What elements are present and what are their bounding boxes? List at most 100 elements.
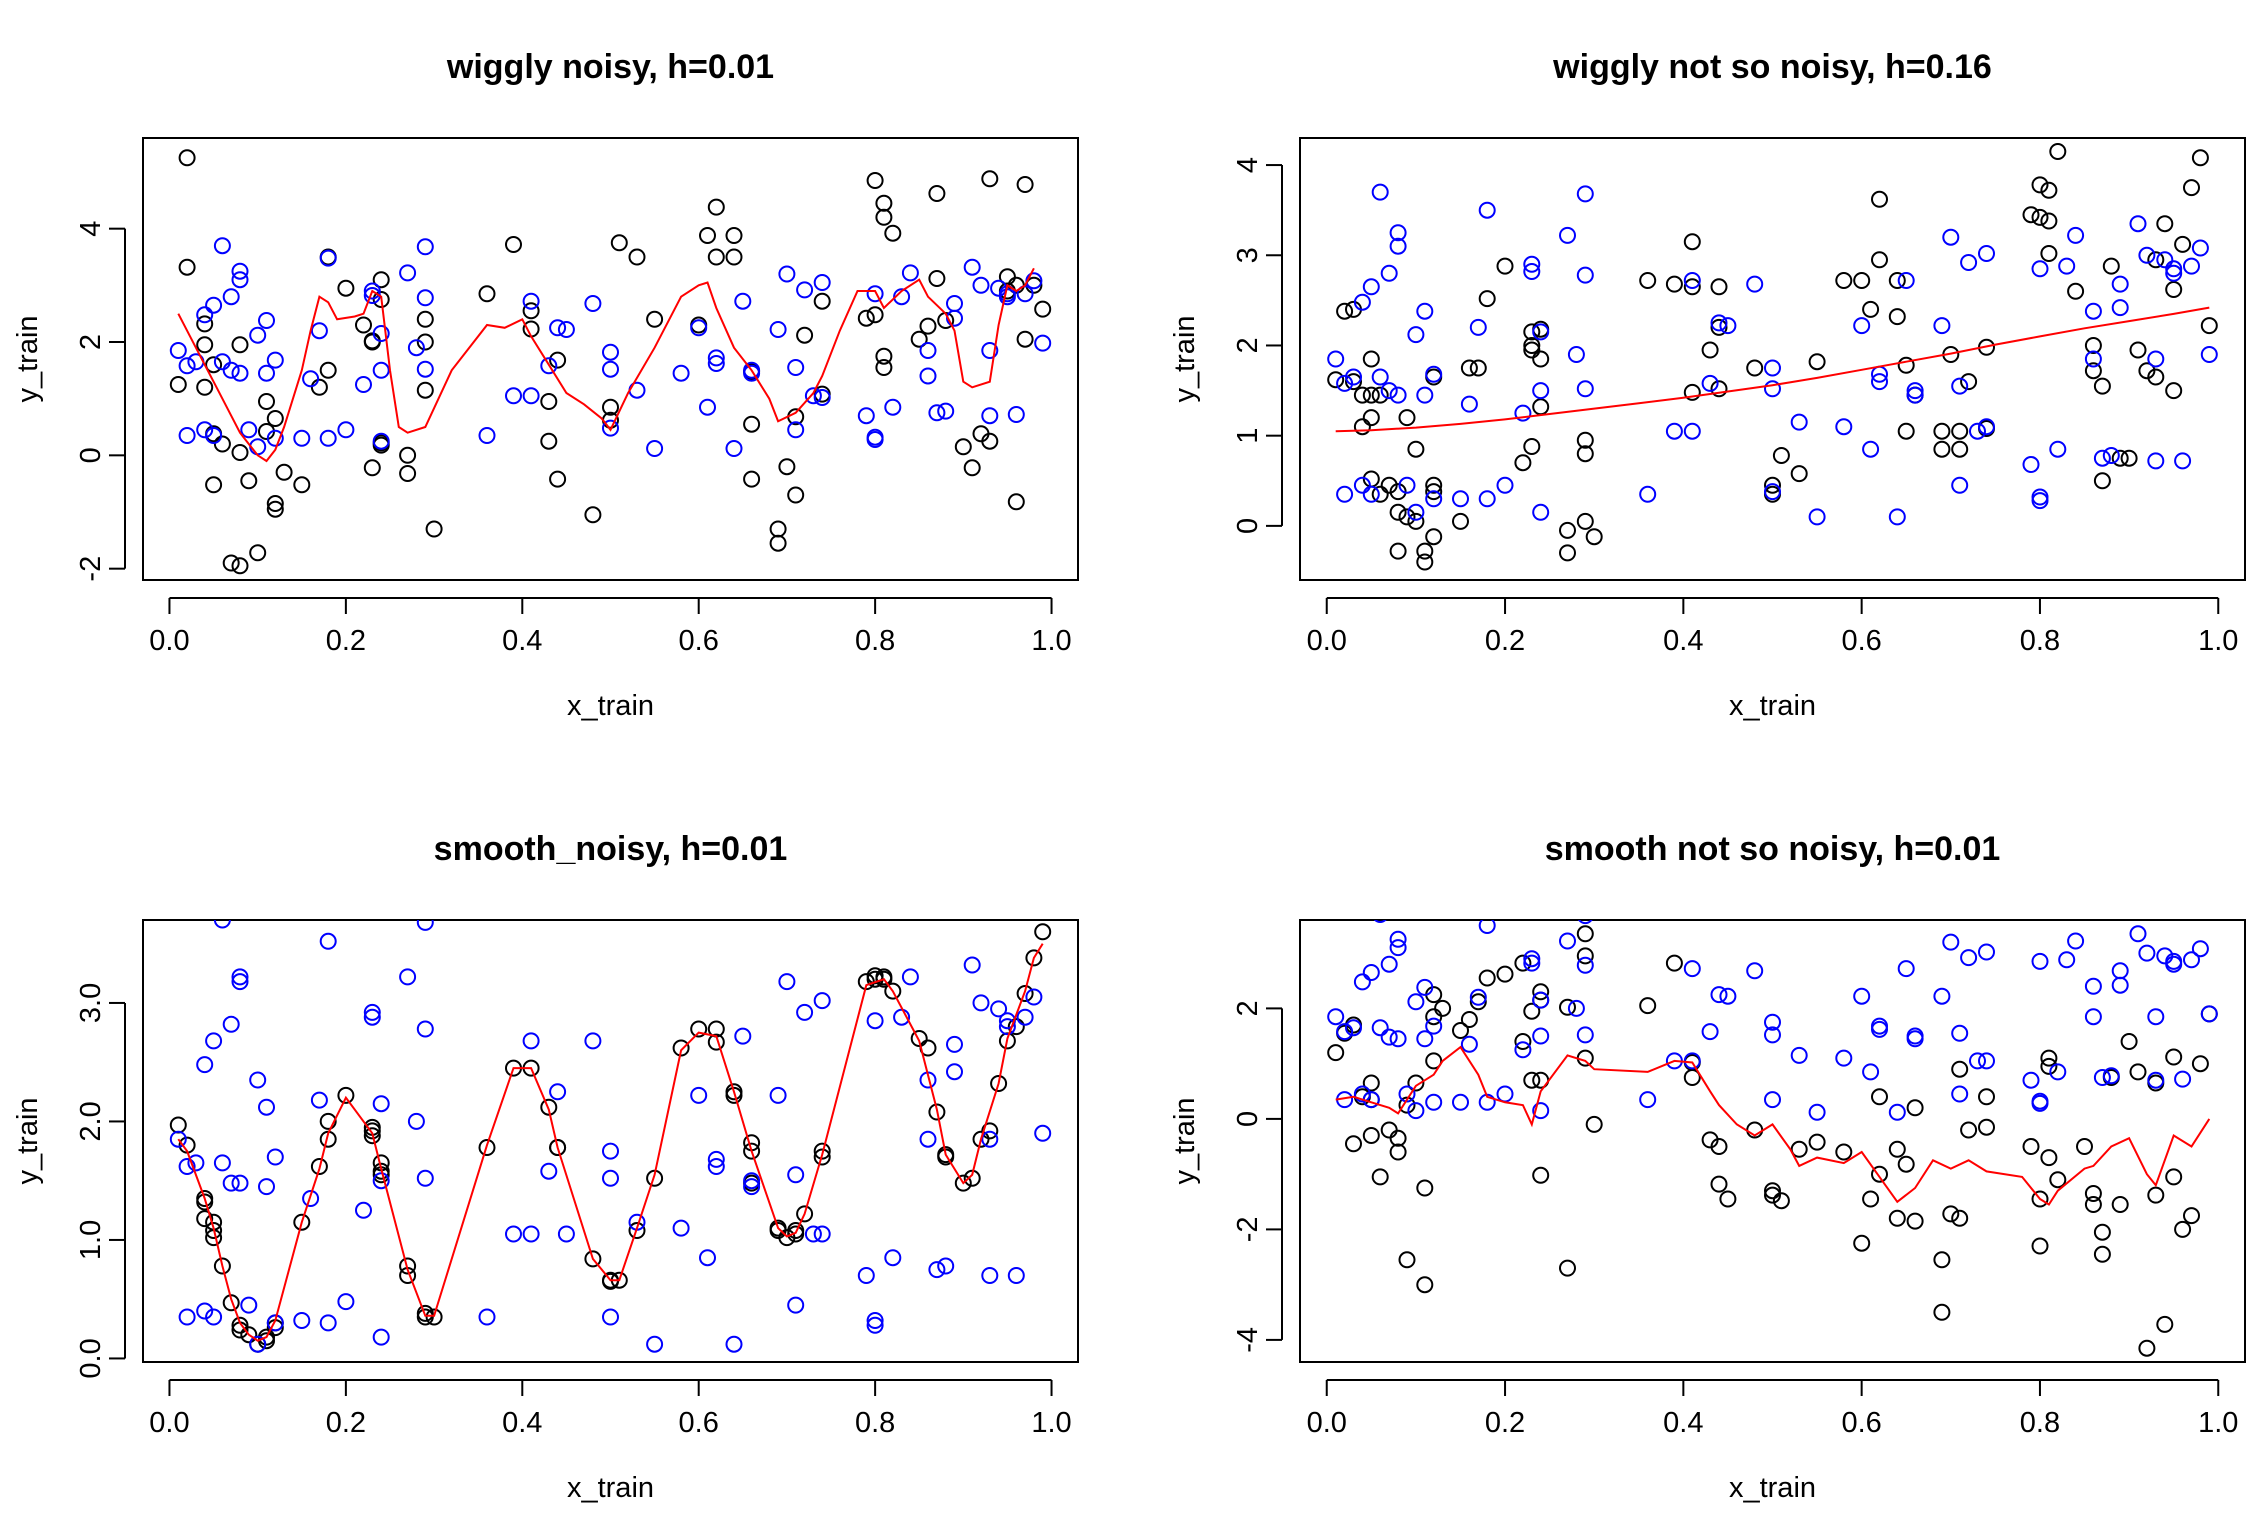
train-point (707, 198, 725, 216)
train-point (1951, 440, 1969, 458)
test-point (1969, 422, 1986, 440)
test-point (1871, 373, 1888, 391)
test-point (319, 932, 337, 950)
test-point (1425, 365, 1443, 383)
train-point (813, 292, 831, 310)
test-point (416, 360, 434, 378)
train-point (1532, 1166, 1550, 1184)
train-point (796, 326, 814, 344)
train-point (1933, 1303, 1951, 1321)
train-point (2191, 1055, 2209, 1073)
test-point (2138, 944, 2156, 962)
train-point (1897, 1155, 1915, 1173)
test-point (866, 1012, 884, 1030)
test-point (213, 1154, 231, 1172)
test-point (293, 1312, 311, 1329)
test-point (1478, 920, 1496, 934)
test-point (231, 262, 249, 280)
test-point (1425, 1017, 1443, 1035)
train-point (363, 459, 381, 477)
train-point (1514, 454, 1532, 472)
test-point (293, 429, 311, 447)
train-point (1523, 1002, 1541, 1020)
test-point (1523, 255, 1541, 273)
test-point (901, 264, 919, 282)
train-point (1523, 337, 1541, 354)
test-point (1960, 254, 1978, 271)
test-point (1639, 485, 1657, 503)
test-point (1398, 476, 1416, 494)
test-point (690, 1086, 708, 1104)
test-point (919, 1130, 937, 1148)
train-point (1665, 954, 1683, 972)
train-point (2183, 1207, 2200, 1225)
test-point (919, 367, 937, 385)
test-point (416, 238, 434, 256)
test-point (602, 1308, 619, 1326)
test-point (522, 387, 540, 405)
test-point (1933, 987, 1951, 1005)
train-point (505, 236, 522, 253)
train-point (2049, 1171, 2067, 1189)
plot-frame (142, 919, 1079, 1363)
train-point (1719, 1190, 1737, 1208)
train-point (240, 472, 258, 490)
train-point (1025, 276, 1043, 294)
train-point (540, 432, 558, 450)
test-point (602, 343, 619, 361)
test-point (1578, 920, 1593, 925)
train-point (919, 317, 937, 335)
train-point (231, 336, 249, 354)
train-point (1416, 1276, 1434, 1294)
train-point (2138, 362, 2156, 380)
train-point (672, 1039, 690, 1057)
train-point (1380, 1121, 1398, 1139)
train-point (1452, 1022, 1469, 1039)
train-point (910, 330, 928, 348)
train-point (2183, 179, 2200, 197)
test-point (1853, 987, 1871, 1005)
x-tick-label: 0.0 (149, 625, 189, 657)
test-point (1764, 1091, 1781, 1109)
train-point (1353, 418, 1371, 436)
train-point (1523, 438, 1541, 455)
test-point (972, 994, 990, 1012)
x-tick-label: 1.0 (1031, 1407, 1071, 1439)
train-point (425, 1308, 443, 1326)
test-point (725, 440, 743, 457)
test-point (249, 326, 267, 344)
test-point (2165, 264, 2183, 282)
test-point (1701, 374, 1719, 392)
test-point (505, 1225, 522, 1243)
test-point (1808, 508, 1826, 526)
test-point (363, 282, 381, 300)
test-point (2111, 275, 2129, 293)
train-point (2147, 251, 2165, 269)
test-point (743, 361, 761, 379)
test-point (1452, 1093, 1469, 1111)
train-point (2138, 1339, 2156, 1357)
test-point (1790, 413, 1808, 431)
train-point (1906, 1099, 1924, 1117)
test-point (707, 1158, 725, 1175)
test-point (1897, 272, 1915, 289)
test-point (1942, 228, 1960, 246)
test-point (2102, 447, 2120, 464)
train-point (1871, 1165, 1888, 1183)
test-point (1532, 1102, 1550, 1120)
train-point (1933, 1251, 1951, 1269)
train-point (1016, 176, 1034, 193)
x-axis-label: x_train (567, 1472, 654, 1504)
y-axis-label: y_train (12, 315, 44, 402)
x-axis-label: x_train (1729, 1472, 1816, 1504)
train-point (1416, 1179, 1434, 1197)
train-point (1559, 521, 1576, 539)
x-tick-label: 0.2 (1485, 625, 1525, 657)
train-point (602, 398, 619, 416)
test-point (187, 1154, 205, 1172)
test-point (1460, 395, 1478, 413)
train-point (1897, 422, 1915, 440)
test-point (478, 1308, 496, 1326)
test-point (1710, 314, 1728, 332)
train-point (707, 248, 725, 266)
